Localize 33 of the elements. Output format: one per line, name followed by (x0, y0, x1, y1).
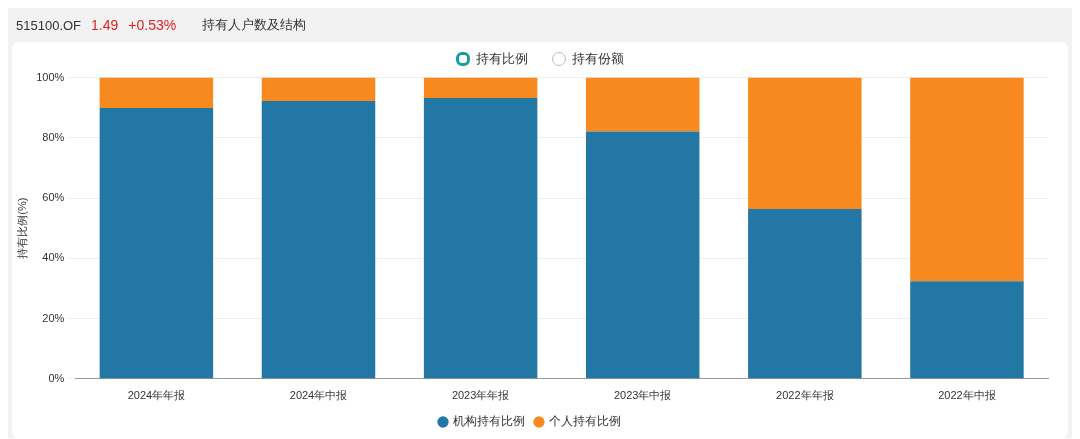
bar (261, 101, 376, 379)
bar (748, 77, 862, 209)
bar (910, 77, 1024, 282)
legend-label: 机构持有比例 (453, 414, 525, 429)
y-tick-label: 60% (42, 191, 65, 204)
y-tick-label: 20% (42, 311, 65, 324)
chart-title: 持有人户数及结构 (202, 16, 307, 34)
bar (585, 131, 700, 379)
x-tick-label: 2023年中报 (613, 389, 672, 402)
x-tick-label: 2023年年报 (451, 389, 510, 402)
bar (585, 77, 700, 132)
bar (261, 77, 376, 102)
y-tick-label: 100% (36, 70, 65, 83)
x-tick-label: 2024年中报 (289, 389, 348, 402)
text: +0.53% (128, 17, 177, 33)
bar (99, 77, 214, 109)
y-tick-label: 80% (42, 130, 65, 143)
legend-label: 个人持有比例 (549, 414, 621, 429)
bar (423, 77, 538, 99)
bar (910, 281, 1024, 379)
y-tick-label: 40% (42, 251, 65, 264)
text: 1.49 (91, 17, 119, 33)
y-tick-label: 0% (48, 371, 65, 384)
x-tick-label: 2022年年报 (776, 389, 834, 402)
bar (423, 98, 538, 379)
x-tick-label: 2022年中报 (938, 389, 996, 402)
text: 持有份额 (571, 50, 624, 68)
text: 持有比例 (475, 50, 528, 68)
bar (748, 208, 862, 379)
bar (99, 108, 214, 379)
text: 515100.OF (16, 17, 82, 33)
y-axis-title: 持有比例(%) (15, 197, 28, 259)
x-tick-label: 2024年年报 (127, 389, 186, 402)
